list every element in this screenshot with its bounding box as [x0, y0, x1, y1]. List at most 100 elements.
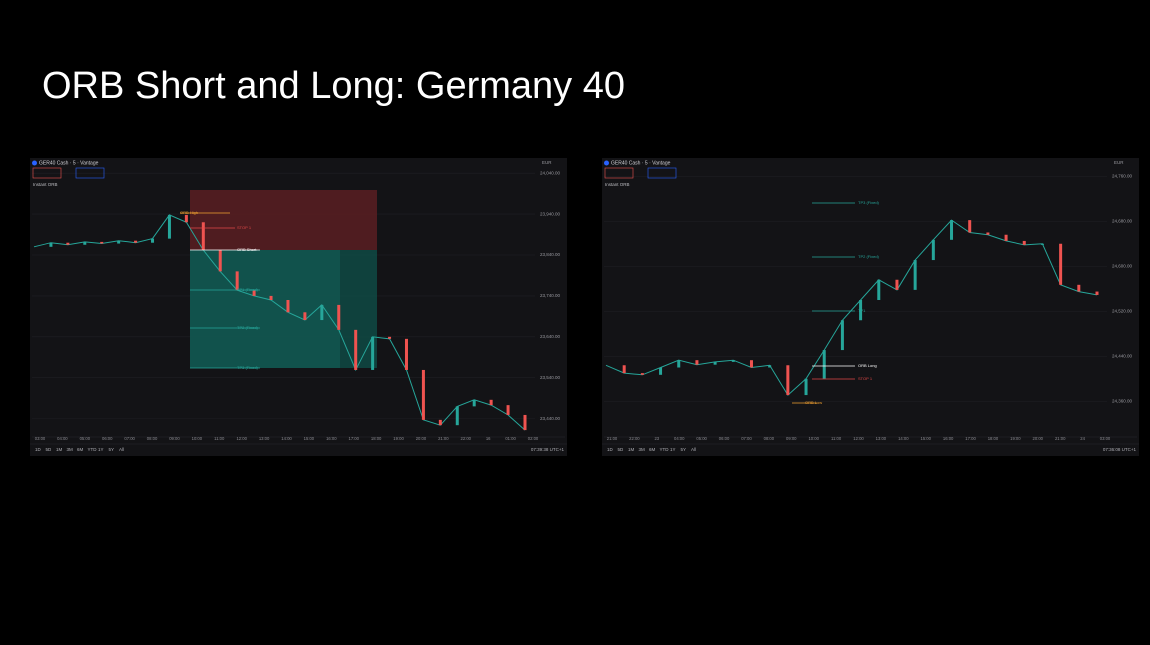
time-label: 19:00 — [393, 436, 404, 441]
range-button[interactable]: 1Y — [670, 447, 676, 452]
price-label: 24,360.00 — [1112, 398, 1133, 403]
buy-box — [647, 167, 677, 179]
range-button[interactable]: 1Y — [98, 447, 104, 452]
time-label: 07:00 — [124, 436, 135, 441]
range-button[interactable]: 5Y — [109, 447, 115, 452]
price-label: 24,680.00 — [1112, 218, 1133, 223]
candle — [877, 279, 881, 300]
time-label: 21:00 — [1055, 436, 1066, 441]
indicator: Instant ORB — [33, 182, 58, 187]
candle — [713, 361, 717, 365]
candle — [677, 360, 681, 368]
time-label: 11:00 — [214, 436, 225, 441]
range-button[interactable]: 5Y — [681, 447, 687, 452]
time-label: 18:00 — [988, 436, 999, 441]
symbol: GER40 Cash · 5 · Vantage — [611, 160, 671, 166]
range-button[interactable]: All — [691, 447, 696, 452]
level-label: TP1 (Fixed) — [237, 287, 259, 292]
time-label: 14:00 — [898, 436, 909, 441]
stop-zone — [190, 190, 377, 250]
level-label: TP2 (Fixed) — [237, 325, 259, 330]
price-label: 23,640.00 — [540, 334, 561, 339]
candle — [235, 271, 239, 291]
candle — [421, 369, 425, 420]
price-line — [605, 219, 1098, 396]
currency: EUR — [542, 160, 552, 165]
level-label: TP3 (Fixed) — [237, 365, 259, 370]
price-label: 23,840.00 — [540, 252, 561, 257]
candle — [731, 360, 735, 362]
indicator: Instant ORB — [605, 182, 630, 187]
price-label: 23,740.00 — [540, 293, 561, 298]
time-label: 08:00 — [147, 436, 158, 441]
time-label: 16:00 — [326, 436, 337, 441]
candle — [100, 241, 104, 244]
range-button[interactable]: YTD — [88, 447, 98, 452]
panel-bg — [602, 158, 1139, 456]
candle — [1004, 234, 1008, 241]
candle — [523, 414, 527, 431]
level-label: TP1 — [858, 308, 866, 313]
candle — [1095, 291, 1099, 295]
time-label: 14:00 — [281, 436, 292, 441]
range-button[interactable]: 1D — [607, 447, 614, 452]
candle — [695, 360, 699, 365]
time-label: 19:00 — [1010, 436, 1021, 441]
range-button[interactable]: 3M — [67, 447, 74, 452]
sell-box — [32, 167, 62, 179]
candle — [201, 222, 205, 251]
candle — [286, 300, 290, 313]
range-button[interactable]: 6M — [77, 447, 84, 452]
candle — [269, 295, 273, 300]
sell-box — [604, 167, 634, 179]
symbol-icon — [32, 160, 37, 166]
time-label: 13:00 — [259, 436, 270, 441]
price-label: 24,600.00 — [1112, 263, 1133, 268]
price-label: 24,520.00 — [1112, 308, 1133, 313]
candle — [455, 406, 459, 426]
time-label: 22:00 — [461, 436, 472, 441]
candle — [184, 214, 188, 223]
price-label: 23,540.00 — [540, 375, 561, 380]
candle — [83, 241, 87, 245]
candle — [931, 239, 935, 261]
range-button[interactable]: 1M — [56, 447, 63, 452]
candle — [388, 336, 392, 339]
currency: EUR — [1114, 160, 1124, 165]
level-label: ORB Low — [805, 400, 822, 405]
range-button[interactable]: YTD — [660, 447, 670, 452]
range-button[interactable]: All — [119, 447, 124, 452]
time-label: 21:00 — [438, 436, 449, 441]
candle — [859, 300, 863, 321]
time-label: 20:00 — [416, 436, 427, 441]
candle — [404, 338, 408, 370]
candle — [167, 214, 171, 239]
candle — [768, 365, 772, 368]
range-button[interactable]: 5D — [46, 447, 53, 452]
range-button[interactable]: 1M — [628, 447, 635, 452]
candle — [49, 242, 53, 247]
candle — [117, 240, 121, 244]
time-label: 17:00 — [348, 436, 359, 441]
candle — [822, 350, 826, 379]
time-label: 05:00 — [80, 436, 91, 441]
time-label: 20:00 — [1033, 436, 1044, 441]
range-button[interactable]: 6M — [649, 447, 656, 452]
range-button[interactable]: 3M — [639, 447, 646, 452]
price-line — [33, 214, 526, 431]
candle — [622, 365, 626, 374]
candle — [659, 367, 663, 375]
candle — [895, 279, 899, 290]
price-label: 24,440.00 — [1112, 353, 1133, 358]
range-button[interactable]: 1D — [35, 447, 42, 452]
clock: 07:36:08 UTC+1 — [1103, 447, 1137, 452]
candle — [66, 242, 70, 245]
range-button[interactable]: 5D — [618, 447, 625, 452]
level-label: STOP 1 — [237, 225, 252, 230]
candle — [840, 320, 844, 351]
candle — [151, 238, 155, 243]
target-zone-hit — [190, 250, 340, 368]
time-label: 08:00 — [764, 436, 775, 441]
time-label: 03:00 — [1100, 436, 1111, 441]
candle — [804, 378, 808, 396]
